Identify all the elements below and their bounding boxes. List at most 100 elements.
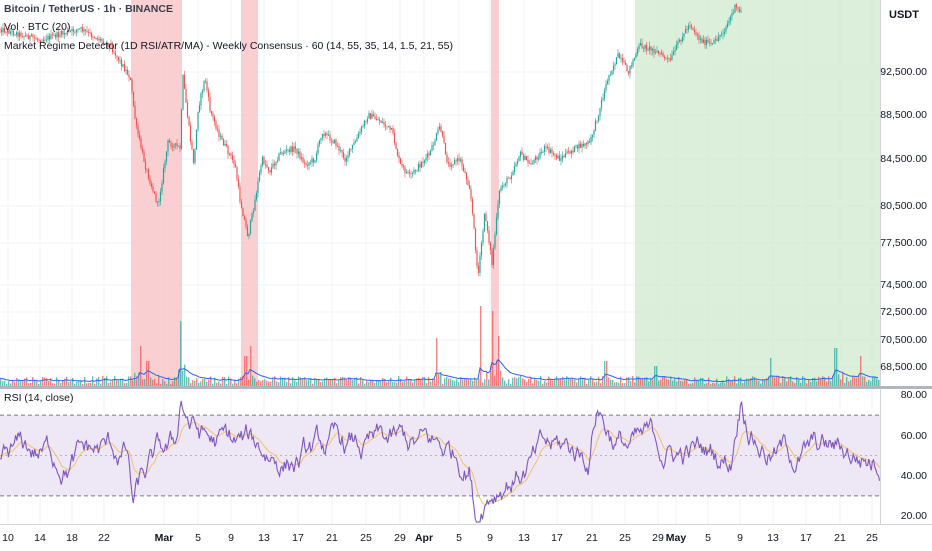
candle [489, 242, 492, 251]
candle [467, 179, 469, 186]
candle [407, 171, 409, 173]
volume-bar [548, 376, 550, 386]
rsi-legend[interactable]: RSI (14, close) [4, 392, 74, 404]
volume-bar [182, 370, 184, 386]
candle [362, 126, 364, 127]
candle [701, 38, 703, 43]
rsi-scale[interactable]: 80.00 60.00 40.00 20.00 [880, 389, 932, 524]
candle [500, 187, 502, 191]
candle [141, 148, 144, 152]
candle [450, 165, 453, 167]
volume-bar [392, 381, 394, 386]
volume-bar [606, 361, 608, 386]
pane-separator[interactable] [0, 386, 932, 389]
candle [639, 43, 642, 46]
rsi-pane[interactable]: RSI (14, close) [0, 389, 880, 524]
candle [501, 185, 504, 188]
volume-bar [308, 379, 310, 386]
candle [698, 35, 700, 40]
volume-bar [244, 356, 246, 386]
volume-bar [554, 378, 556, 386]
candle [329, 134, 331, 141]
candle [429, 150, 432, 156]
volume-ma-line [0, 358, 879, 383]
volume-bar [306, 380, 308, 386]
volume-bar [238, 378, 240, 386]
volume-bar [438, 374, 440, 386]
volume-bar [820, 378, 822, 386]
volume-bar [98, 376, 100, 386]
candle [71, 28, 73, 31]
symbol-legend[interactable]: Bitcoin / TetherUS · 1h · BINANCE [4, 3, 173, 15]
rsi-line [0, 400, 880, 523]
volume-bar [250, 346, 252, 386]
volume-bar [14, 382, 16, 386]
volume-bar [494, 375, 496, 386]
price-pane[interactable]: Bitcoin / TetherUS · 1h · BINANCE Vol · … [0, 0, 880, 386]
volume-bar [344, 377, 346, 386]
volume-bar [788, 377, 790, 386]
volume-bar [176, 377, 178, 386]
volume-bar [446, 376, 448, 386]
volume-bar [444, 378, 446, 386]
price-scale[interactable]: USDT 92,500.00 88,500.00 84,500.00 80,50… [880, 0, 932, 386]
volume-bar [816, 381, 818, 386]
volume-bar [122, 378, 124, 386]
candle [213, 116, 216, 122]
candle [215, 121, 217, 129]
candle [254, 199, 256, 211]
candle [197, 112, 199, 130]
candle [618, 53, 621, 59]
candle [6, 29, 9, 33]
candle [732, 12, 735, 14]
price-chart[interactable] [0, 0, 880, 386]
volume-bar [778, 376, 780, 386]
volume-bar [664, 376, 666, 386]
volume-bar [810, 382, 812, 386]
volume-bar [610, 379, 612, 386]
volume-bar [512, 377, 514, 386]
candle [654, 52, 657, 54]
volume-legend[interactable]: Vol · BTC (20) [4, 21, 71, 33]
candle [191, 141, 193, 150]
volume-bar [232, 383, 234, 386]
candle [110, 44, 112, 46]
candle [344, 157, 346, 162]
volume-bar [536, 379, 538, 386]
volume-bar [806, 383, 808, 386]
candle [171, 146, 174, 148]
volume-bar [70, 381, 72, 386]
candle [389, 126, 391, 130]
candle [17, 32, 19, 37]
volume-bar [288, 377, 290, 386]
volume-bar [846, 377, 848, 386]
candle [35, 38, 37, 40]
rsi-chart[interactable] [0, 389, 880, 524]
volume-bar [256, 381, 258, 386]
candle [441, 131, 444, 136]
candle [581, 143, 583, 148]
currency-label[interactable]: USDT [889, 9, 919, 21]
volume-bar [652, 379, 654, 386]
candle [648, 46, 651, 50]
candle [294, 146, 297, 149]
volume-bar [672, 380, 674, 386]
candle [59, 34, 61, 37]
regime-indicator-legend[interactable]: Market Regime Detector (1D RSI/ATR/MA) -… [4, 40, 453, 52]
volume-bar [314, 377, 316, 386]
candle [134, 105, 136, 119]
candle [327, 134, 330, 136]
volume-bar [452, 380, 454, 386]
volume-bar [386, 382, 388, 386]
volume-bar [612, 379, 614, 386]
candle [464, 171, 466, 174]
time-axis[interactable]: 10 14 18 22 Mar 5 9 13 17 21 25 29 Apr 5 9 13 17 21 25 29 Ma… [0, 524, 932, 551]
time-label: 9 [737, 532, 743, 544]
volume-bar [292, 377, 294, 386]
candle [453, 160, 456, 165]
volume-bar [84, 377, 86, 386]
candle [378, 119, 381, 121]
candle [48, 35, 51, 40]
candle [167, 140, 169, 152]
volume-bar [516, 378, 518, 386]
